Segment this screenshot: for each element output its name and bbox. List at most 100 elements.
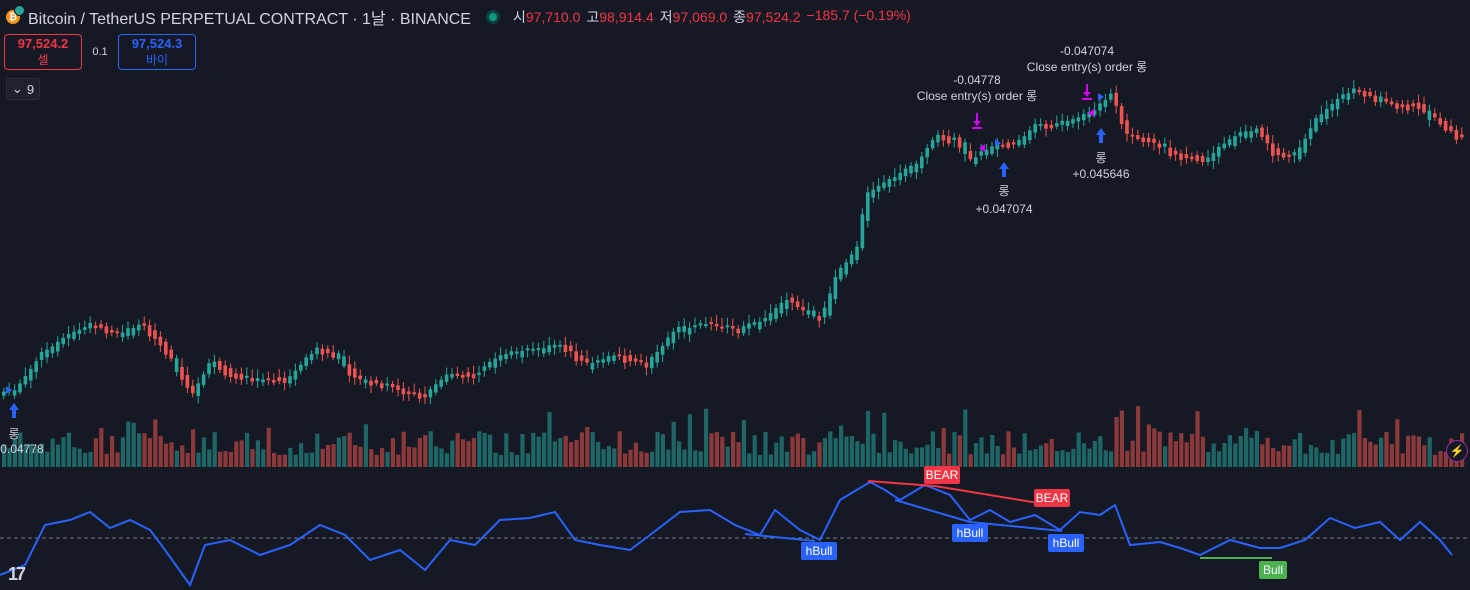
candle: [639, 353, 643, 366]
volume-bar: [77, 448, 82, 467]
candle: [714, 315, 719, 331]
volume-bar: [882, 412, 887, 467]
volume-bar: [1179, 433, 1184, 467]
volume-bar: [1119, 410, 1124, 467]
volume-bar: [1276, 451, 1281, 467]
candle: [585, 349, 589, 366]
volume-bar: [914, 447, 919, 467]
candle: [1416, 94, 1421, 116]
volume-bar: [7, 448, 12, 467]
candle: [1276, 142, 1280, 162]
volume-bar: [844, 436, 849, 467]
volume-bar: [1125, 450, 1130, 467]
candle: [974, 150, 978, 168]
ohlc-values: 시97,710.0 고98,914.4 저97,069.0 종97,524.2 …: [512, 7, 911, 25]
volume-bar: [590, 432, 595, 467]
volume-bar: [801, 438, 806, 467]
candle: [77, 322, 82, 341]
volume-bar: [812, 451, 817, 467]
volume-bar: [682, 449, 687, 467]
candle: [126, 321, 130, 340]
volume-bar: [45, 451, 50, 467]
tradingview-logo-icon: 17: [8, 564, 26, 584]
volume-bar: [309, 452, 314, 467]
volume-bar: [677, 441, 682, 467]
sell-button[interactable]: 97,524.2 셀: [4, 34, 82, 70]
volume-bar: [401, 431, 406, 467]
candle: [342, 350, 346, 369]
candle: [774, 304, 778, 323]
candle: [914, 160, 919, 180]
candle: [266, 371, 271, 386]
candle: [428, 385, 433, 405]
volume-bar: [272, 452, 277, 467]
volume-bar: [666, 449, 671, 467]
volume-bar: [169, 442, 174, 467]
candle: [1249, 126, 1253, 143]
volume-bar: [293, 454, 298, 467]
volume-bar: [1173, 441, 1178, 467]
volume-bar: [417, 438, 422, 467]
volume-bar: [974, 443, 979, 467]
lightning-icon[interactable]: ⚡: [1446, 440, 1468, 462]
candle: [666, 331, 670, 350]
candle: [66, 325, 71, 347]
volume-bar: [347, 432, 352, 467]
candle: [741, 321, 746, 336]
bull-badge: Bull: [1259, 561, 1287, 579]
candle: [1206, 149, 1210, 166]
candle: [731, 318, 735, 337]
candle: [1254, 125, 1259, 138]
candle: [104, 322, 109, 339]
symbol-title[interactable]: Bitcoin / TetherUS PERPETUAL CONTRACT · …: [28, 11, 471, 28]
volume-bar: [1146, 424, 1151, 467]
candle: [110, 325, 114, 337]
volume-bar: [255, 440, 260, 467]
volume-bar: [439, 448, 444, 467]
volume-bar: [563, 435, 568, 467]
candle: [855, 240, 859, 265]
candle: [1438, 112, 1442, 128]
candle: [245, 367, 249, 385]
candle: [353, 361, 357, 385]
candle: [1028, 126, 1032, 145]
candle: [930, 136, 935, 151]
candle: [407, 386, 411, 401]
volume-bar: [747, 453, 752, 467]
close-entry-arrow-icon: [1082, 84, 1092, 100]
volume-bar: [963, 409, 968, 467]
chevron-down-icon: ⌄: [11, 81, 23, 96]
volume-bar: [488, 434, 493, 467]
candle: [655, 344, 659, 368]
candle: [1384, 91, 1388, 105]
candle: [1136, 129, 1140, 142]
candle: [547, 336, 551, 356]
volume-bar: [1049, 438, 1054, 467]
volume-bar: [1254, 431, 1259, 467]
volume-bar: [1292, 439, 1297, 467]
volume-bar: [1222, 443, 1227, 467]
buy-button[interactable]: 97,524.3 바이: [118, 34, 196, 70]
volume-bar: [957, 435, 962, 467]
candle: [833, 269, 838, 305]
volume-bar: [250, 449, 255, 467]
candle: [1325, 100, 1329, 125]
candle: [1449, 119, 1453, 134]
volume-bar: [947, 453, 952, 467]
candle: [763, 310, 767, 327]
entry-triangle-icon: [1088, 109, 1094, 117]
candle: [531, 341, 535, 356]
indicators-toggle[interactable]: ⌄ 9: [6, 78, 40, 100]
volume-bar: [131, 422, 136, 467]
candle: [693, 317, 697, 333]
volume-bar: [461, 439, 466, 467]
volume-bar: [1011, 447, 1016, 467]
candle: [45, 342, 49, 364]
candle: [255, 369, 260, 388]
volume-bar: [655, 432, 660, 467]
divergence-lines: [744, 480, 1272, 559]
volume-bar: [1362, 437, 1367, 467]
volume-bar: [995, 446, 1000, 467]
candle: [423, 386, 427, 404]
